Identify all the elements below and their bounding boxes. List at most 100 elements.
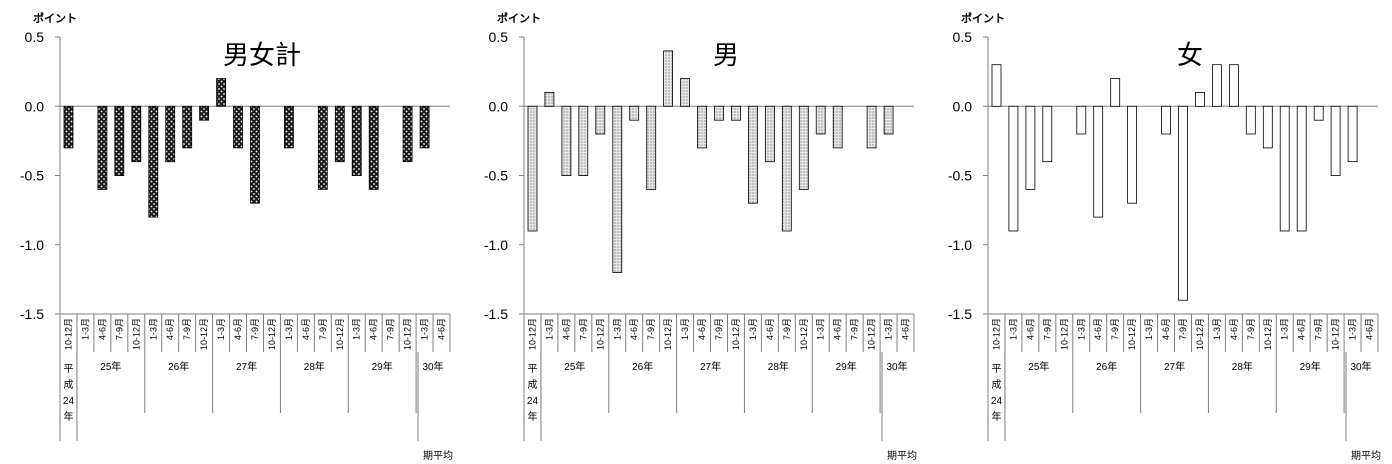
year-label-heisei-24: 成 [991, 379, 1001, 391]
bar-4 [595, 105, 606, 135]
bar-7 [1110, 78, 1121, 107]
x-period-label: 10-12月 [595, 318, 605, 350]
bar-5 [148, 105, 159, 218]
year-label: 27年 [700, 360, 721, 373]
x-period-label: 10-12月 [403, 318, 413, 350]
x-period-label: 4-6月 [765, 318, 775, 340]
x-period-label: 4-6月 [561, 318, 571, 340]
bar-3 [578, 105, 589, 177]
bar-16 [798, 105, 809, 190]
bar-19 [1313, 105, 1324, 121]
bar-15 [781, 105, 792, 232]
year-label: 30年 [422, 360, 443, 373]
bar-5 [1076, 105, 1087, 135]
year-label: 28年 [1232, 360, 1253, 373]
x-period-label: 10-12月 [1263, 318, 1273, 350]
chart-panel-total: ポイント 0.5 0.0 -0.5 -1.0 -1.5 男女計 10-12月 1-3月 4-6月 7… [0, 0, 464, 464]
chart-panel-female: ポイント 0.5 0.0 -0.5 -1.0 -1.5 女 10-12月 1-3月 4-6月 7-9… [928, 0, 1392, 464]
bar-10 [233, 105, 243, 149]
x-period-label: 7-9月 [850, 318, 860, 340]
x-period-label: 1-3月 [1144, 318, 1154, 340]
bar-17 [351, 105, 362, 177]
x-period-label: 4-6月 [369, 318, 379, 340]
bar-18 [832, 105, 843, 149]
y-axis-unit-label: ポイント [33, 11, 77, 25]
x-period-label: 1-3月 [352, 318, 362, 340]
x-period-label: 7-9月 [114, 318, 124, 340]
bar-8 [663, 50, 674, 107]
footnote-period-average: 期平均 [1351, 450, 1381, 462]
x-period-label: 4-6月 [301, 318, 311, 340]
bar-15 [317, 105, 328, 190]
x-period-label: 1-3月 [884, 318, 894, 340]
y-tick-label: -1.0 [20, 237, 44, 253]
x-period-label: 10-12月 [131, 318, 141, 350]
year-label-heisei-24: 年 [63, 410, 73, 423]
bar-17 [1279, 105, 1290, 232]
x-period-label: 10-12月 [1059, 318, 1069, 350]
bar-2 [97, 105, 108, 190]
x-period-label: 7-9月 [1178, 318, 1188, 340]
x-period-label: 10-12月 [867, 318, 877, 350]
x-period-label: 10-12月 [992, 318, 1002, 350]
bar-15 [1245, 105, 1256, 135]
bar-9 [680, 78, 691, 107]
x-period-label: 4-6月 [233, 318, 243, 340]
x-period-label: 7-9月 [386, 318, 396, 340]
bar-11 [714, 105, 724, 121]
chart-title: 男 [713, 41, 739, 70]
bar-7 [182, 105, 193, 149]
x-period-label: 7-9月 [1246, 318, 1256, 340]
y-tick-label: 0.5 [953, 29, 973, 45]
bar-1 [1008, 105, 1019, 232]
bar-3 [1042, 105, 1053, 163]
y-tick-label: 0.0 [489, 98, 509, 114]
bar-10 [1161, 105, 1171, 135]
y-tick-label: -0.5 [948, 168, 972, 184]
bar-4 [131, 105, 142, 163]
year-label-heisei-24: 成 [527, 379, 537, 391]
bar-2 [1025, 105, 1036, 190]
y-tick-label: -1.5 [948, 306, 972, 322]
year-label-heisei-24: 平 [991, 364, 1001, 375]
year-label: 25年 [1028, 360, 1049, 373]
year-label: 26年 [632, 360, 653, 373]
year-label: 29年 [836, 360, 857, 373]
bar-21 [419, 105, 430, 149]
year-label-heisei-24: 年 [527, 410, 537, 423]
y-tick-label: -0.5 [484, 168, 508, 184]
x-period-label: 1-3月 [1212, 318, 1222, 340]
bar-1 [544, 92, 555, 107]
y-tick-label: 0.0 [953, 98, 973, 114]
x-period-label: 1-3月 [148, 318, 158, 340]
x-period-label: 1-3月 [544, 318, 554, 340]
y-tick-label: -0.5 [20, 168, 44, 184]
year-label: 29年 [372, 360, 393, 373]
y-tick-label: -1.0 [484, 237, 508, 253]
year-label: 30年 [886, 360, 907, 373]
footnote-period-average: 期平均 [423, 450, 453, 462]
x-period-label: 4-6月 [1161, 318, 1171, 340]
x-period-label: 4-6月 [901, 318, 911, 340]
chart-female: ポイント 0.5 0.0 -0.5 -1.0 -1.5 女 10-12月 1-3月 4-6月 7-9… [948, 11, 1381, 462]
y-tick-label: -1.5 [484, 306, 508, 322]
x-period-label: 10-12月 [1195, 318, 1205, 350]
year-label-heisei-24: 24 [991, 396, 1003, 407]
x-period-label: 10-12月 [335, 318, 345, 350]
bar-21 [1347, 105, 1358, 163]
x-period-label: 1-3月 [420, 318, 430, 340]
x-period-label: 7-9月 [1314, 318, 1324, 340]
bar-10 [697, 105, 707, 149]
x-period-label: 7-9月 [714, 318, 724, 340]
x-period-label: 7-9月 [646, 318, 656, 340]
chart-male: ポイント 0.5 0.0 -0.5 -1.0 -1.5 男 10-12月 1-3月 4-6月 7-9… [484, 11, 917, 462]
x-period-label: 10-12月 [663, 318, 673, 350]
bar-12 [1195, 92, 1205, 107]
x-period-label: 1-3月 [1348, 318, 1358, 340]
bar-0 [991, 64, 1002, 107]
x-period-label: 7-9月 [1042, 318, 1052, 340]
x-period-label: 4-6月 [97, 318, 107, 340]
x-period-label: 4-6月 [629, 318, 639, 340]
x-period-label: 1-3月 [816, 318, 826, 340]
